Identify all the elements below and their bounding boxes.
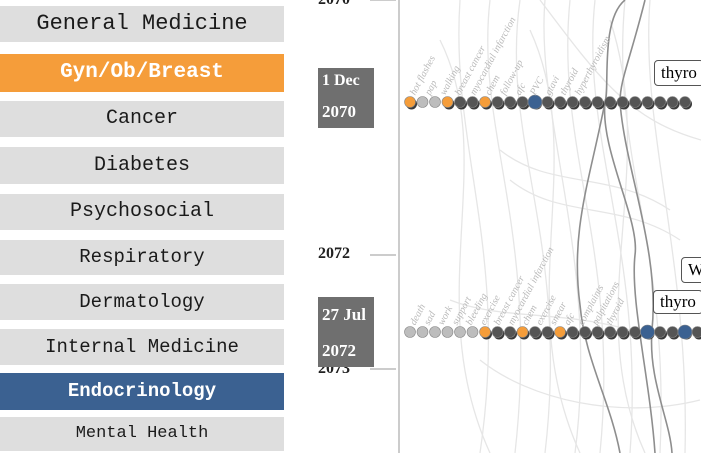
category-diabetes[interactable]: Diabetes bbox=[0, 147, 284, 184]
event-dot[interactable] bbox=[579, 96, 591, 108]
visit2-event-dots bbox=[404, 324, 701, 340]
category-endocrinology[interactable]: Endocrinology bbox=[0, 373, 284, 410]
event-dot[interactable] bbox=[591, 326, 604, 338]
timeline-canvas bbox=[370, 0, 701, 453]
visit2-topic-tag[interactable]: thyro bbox=[653, 290, 701, 314]
event-dot[interactable] bbox=[429, 326, 441, 338]
event-dot[interactable] bbox=[554, 326, 566, 338]
event-dot[interactable] bbox=[579, 326, 591, 338]
category-psychosocial[interactable]: Psychosocial bbox=[0, 194, 284, 230]
category-internal-medicine[interactable]: Internal Medicine bbox=[0, 329, 284, 365]
event-dot[interactable] bbox=[504, 326, 516, 338]
event-dot[interactable] bbox=[479, 96, 491, 108]
event-dot[interactable] bbox=[429, 96, 441, 108]
visit2-year: 2072 bbox=[322, 341, 356, 360]
event-dot[interactable] bbox=[404, 326, 416, 338]
event-dot[interactable] bbox=[616, 326, 629, 338]
visit1-date-flag[interactable]: 1 Dec 2070 bbox=[318, 68, 374, 128]
event-dot[interactable] bbox=[491, 96, 504, 108]
event-dot[interactable] bbox=[466, 326, 479, 338]
event-dot[interactable] bbox=[654, 326, 666, 338]
visit2-topic-tag-extra[interactable]: W bbox=[681, 257, 701, 283]
category-respiratory[interactable]: Respiratory bbox=[0, 240, 284, 275]
background-streams bbox=[439, 0, 701, 453]
event-dot[interactable] bbox=[541, 96, 554, 108]
event-dot[interactable] bbox=[604, 326, 616, 338]
category-mental-health[interactable]: Mental Health bbox=[0, 417, 284, 451]
event-dot[interactable] bbox=[516, 326, 529, 338]
visit1-event-dots bbox=[404, 94, 692, 110]
event-dot[interactable] bbox=[404, 96, 416, 108]
event-dot[interactable] bbox=[491, 326, 504, 338]
category-general-medicine[interactable]: General Medicine bbox=[0, 6, 284, 42]
event-dot[interactable] bbox=[691, 326, 701, 338]
event-dot[interactable] bbox=[416, 326, 429, 338]
event-dot[interactable] bbox=[504, 96, 516, 108]
event-dot[interactable] bbox=[479, 326, 491, 338]
event-dot[interactable] bbox=[554, 96, 566, 108]
year-label-2070-partial: 2070 bbox=[318, 0, 350, 9]
visit2-date: 27 Jul bbox=[322, 305, 366, 324]
category-sidebar: General Medicine Gyn/Ob/Breast Cancer Di… bbox=[0, 0, 290, 453]
category-gyn-ob-breast[interactable]: Gyn/Ob/Breast bbox=[0, 54, 284, 92]
event-dot[interactable] bbox=[641, 96, 654, 108]
event-dot[interactable] bbox=[640, 324, 655, 340]
event-dot[interactable] bbox=[441, 326, 454, 338]
event-dot[interactable] bbox=[604, 96, 616, 108]
event-dot[interactable] bbox=[566, 96, 579, 108]
visit2-date-flag[interactable]: 27 Jul 2072 bbox=[318, 297, 374, 367]
event-dot[interactable] bbox=[527, 94, 543, 110]
event-dot[interactable] bbox=[677, 324, 693, 340]
highlighted-streams bbox=[576, 0, 673, 453]
event-dot[interactable] bbox=[666, 96, 679, 108]
visit1-date: 1 Dec bbox=[322, 72, 360, 89]
event-dot[interactable] bbox=[454, 96, 466, 108]
event-dot[interactable] bbox=[654, 96, 666, 108]
event-dot[interactable] bbox=[466, 96, 479, 108]
event-dot[interactable] bbox=[616, 96, 629, 108]
event-dot[interactable] bbox=[679, 96, 691, 108]
event-dot[interactable] bbox=[416, 96, 429, 108]
event-dot[interactable] bbox=[441, 96, 454, 108]
event-dot[interactable] bbox=[529, 326, 541, 338]
event-dot[interactable] bbox=[454, 326, 466, 338]
year-label-2072: 2072 bbox=[318, 245, 350, 262]
visit1-year: 2070 bbox=[322, 102, 356, 121]
event-dot[interactable] bbox=[629, 96, 641, 108]
event-dot[interactable] bbox=[566, 326, 579, 338]
category-cancer[interactable]: Cancer bbox=[0, 101, 284, 137]
event-dot[interactable] bbox=[629, 326, 641, 338]
event-dot[interactable] bbox=[666, 326, 679, 338]
event-dot[interactable] bbox=[516, 96, 529, 108]
patient-timeline: 2070 2072 2073 1 Dec 2070 27 Jul 2072 ho… bbox=[300, 0, 701, 453]
event-dot[interactable] bbox=[591, 96, 604, 108]
visit1-topic-tag[interactable]: thyro bbox=[654, 60, 701, 86]
event-dot[interactable] bbox=[541, 326, 554, 338]
category-dermatology[interactable]: Dermatology bbox=[0, 284, 284, 320]
